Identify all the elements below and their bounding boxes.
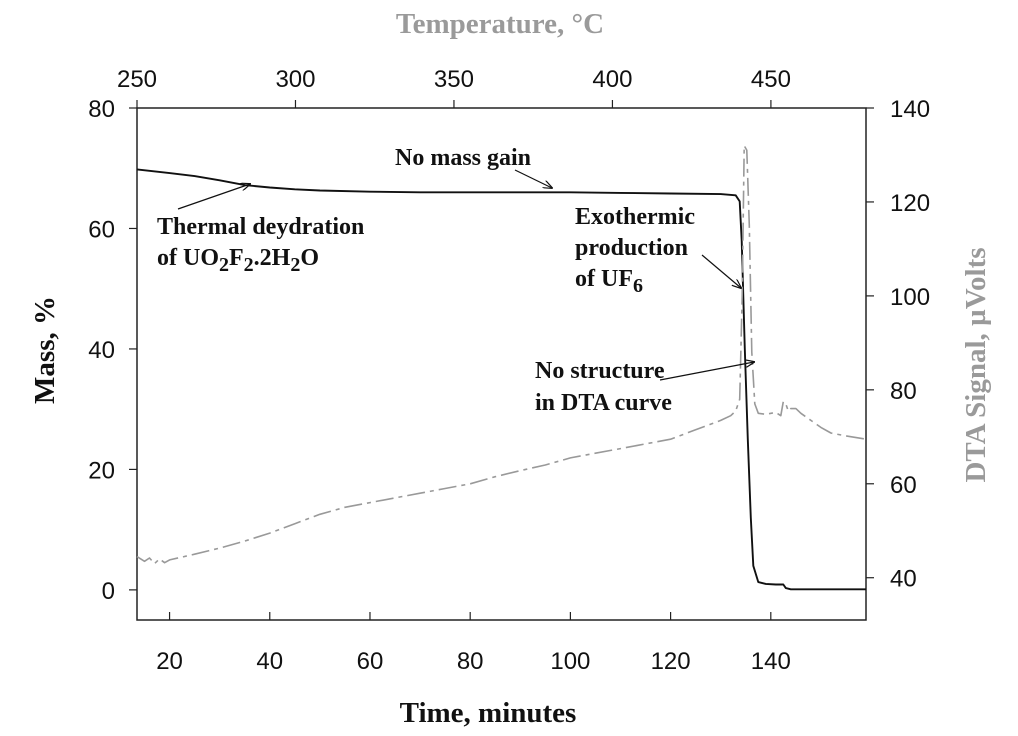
right-tick-label: 140: [890, 96, 930, 123]
annotation-arrow: [177, 184, 250, 210]
top-axis-ticks: 250 300 350 400 450: [117, 66, 791, 108]
annotation-thermal-dehydration: Thermal deydration of UO2F2.2H2O: [157, 184, 364, 276]
annotation-no-mass-gain: No mass gain: [395, 145, 552, 188]
right-axis-title: DTA Signal, µVolts: [960, 247, 992, 482]
plot-frame: [136, 107, 867, 621]
right-tick-label: 120: [890, 190, 930, 217]
annotation-text: No structure: [535, 358, 665, 384]
top-tick-label: 250: [117, 66, 157, 93]
annotation-text: in DTA curve: [535, 390, 672, 416]
left-tick-label: 40: [88, 337, 115, 364]
annotation-text-sub: of UF6: [575, 266, 643, 297]
x-tick-label: 140: [751, 648, 791, 675]
series-group: [136, 144, 867, 591]
annotation-text: Thermal deydration: [157, 214, 364, 240]
right-tick-label: 60: [890, 472, 917, 499]
annotation-no-structure: No structure in DTA curve: [535, 358, 754, 416]
annotation-text-sub: of UO2F2.2H2O: [157, 245, 319, 276]
right-axis-ticks: 40 60 80 100 120 140: [866, 96, 930, 593]
annotation-arrow: [701, 254, 741, 288]
annotation-arrow: [659, 362, 754, 381]
top-tick-label: 400: [592, 66, 632, 93]
left-tick-label: 80: [88, 96, 115, 123]
left-axis-title: Mass, %: [29, 296, 61, 404]
x-tick-label: 40: [256, 648, 283, 675]
right-tick-label: 80: [890, 378, 917, 405]
top-tick-label: 450: [751, 66, 791, 93]
left-axis-ticks: 0 20 40 60 80: [88, 96, 137, 605]
annotation-text: production: [575, 235, 688, 261]
annotation-text: No mass gain: [395, 145, 531, 171]
left-tick-label: 60: [88, 216, 115, 243]
top-axis-title: Temperature, °C: [396, 8, 604, 40]
annotation-arrow: [514, 169, 552, 188]
x-axis-ticks: 20 40 60 80 100 120 140: [156, 612, 791, 675]
right-tick-label: 40: [890, 566, 917, 593]
x-tick-label: 60: [357, 648, 384, 675]
x-tick-label: 120: [651, 648, 691, 675]
x-tick-label: 20: [156, 648, 183, 675]
left-tick-label: 0: [102, 578, 115, 605]
x-tick-label: 80: [457, 648, 484, 675]
series-line-mass: [136, 168, 866, 591]
annotation-text: Exothermic: [575, 204, 695, 230]
x-tick-label: 100: [550, 648, 590, 675]
left-tick-label: 20: [88, 457, 115, 484]
top-tick-label: 350: [434, 66, 474, 93]
series-line-dta: [136, 144, 867, 565]
annotation-exothermic: Exothermic production of UF6: [575, 204, 741, 297]
top-tick-label: 300: [275, 66, 315, 93]
right-tick-label: 100: [890, 284, 930, 311]
x-axis-title: Time, minutes: [400, 697, 577, 729]
